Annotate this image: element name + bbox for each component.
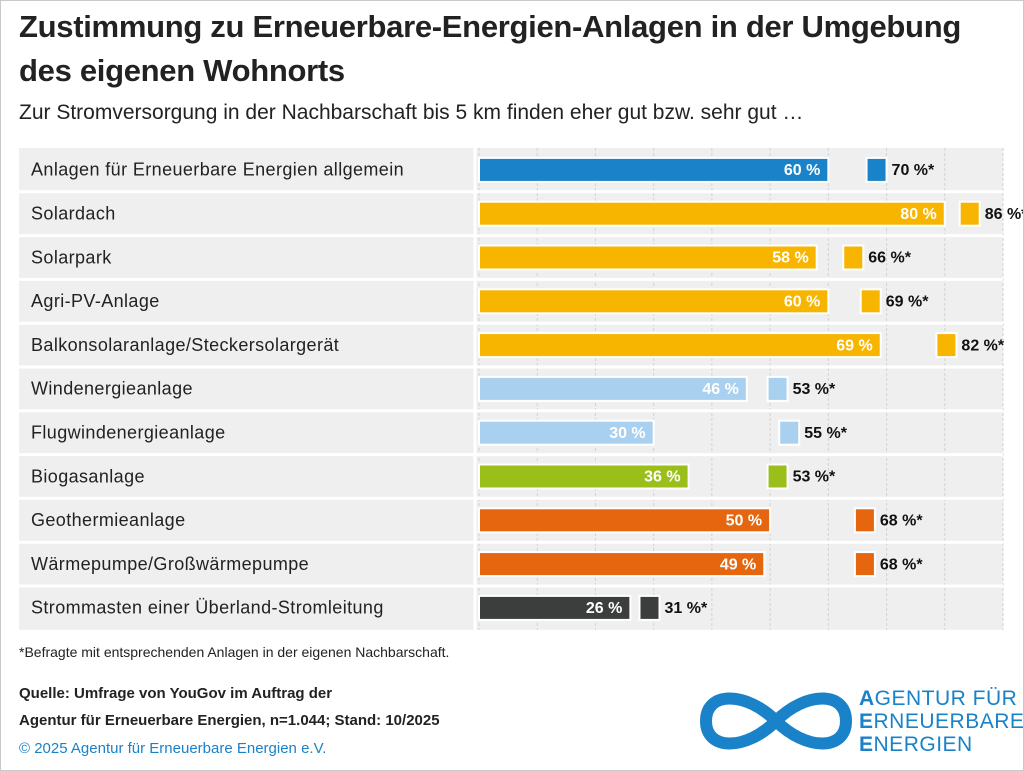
marker [865,156,888,183]
value-label: 50 % [726,513,762,530]
logo-line: ERNEUERBARE [859,710,1024,733]
category-label: Biogasanlage [31,466,145,486]
bar [478,419,655,446]
bar [478,244,818,271]
logo-icon [699,692,853,750]
marker-label: 70 %* [892,162,935,179]
category-label: Geothermieanlage [31,510,186,530]
bar [478,288,830,315]
marker [853,507,876,534]
value-label: 49 % [720,556,756,573]
marker [853,551,876,578]
marker [842,244,865,271]
value-label: 36 % [644,469,680,486]
source: Quelle: Umfrage von YouGov im Auftrag de… [19,685,333,702]
value-label: 26 % [586,600,622,617]
marker-label: 53 %* [793,381,836,398]
footnote: *Befragte mit entsprechenden Anlagen in … [19,644,450,660]
chart-subtitle: Zur Stromversorgung in der Nachbarschaft… [19,101,804,124]
marker-label: 68 %* [880,556,923,573]
category-label: Balkonsolaranlage/Steckersolargerät [31,335,339,355]
marker-label: 66 %* [868,250,911,267]
marker-label: 82 %* [961,337,1004,354]
category-label: Agri-PV-Anlage [31,291,160,311]
bar [478,507,772,534]
value-label: 30 % [609,425,645,442]
bar [478,594,632,621]
value-label: 60 % [784,294,820,311]
marker-label: 86 %* [985,206,1023,223]
category-label: Wärmepumpe/Großwärmepumpe [31,554,309,574]
category-label: Anlagen für Erneuerbare Energien allgeme… [31,160,404,180]
marker [935,332,958,359]
category-label: Strommasten einer Überland-Stromleitung [31,598,384,618]
marker-label: 55 %* [804,425,847,442]
value-label: 69 % [836,337,872,354]
marker [859,288,882,315]
marker [778,419,801,446]
logo-line: AGENTUR FÜR [859,687,1018,710]
bar [478,463,690,490]
category-label: Solardach [31,203,116,223]
category-label: Solarpark [31,247,112,267]
marker-label: 53 %* [793,469,836,486]
category-label: Flugwindenergieanlage [31,422,226,442]
marker [766,375,789,402]
marker-label: 31 %* [664,600,707,617]
marker [638,594,661,621]
bar [478,375,748,402]
bar [478,200,946,227]
marker-label: 69 %* [886,294,929,311]
value-label: 58 % [772,250,808,267]
marker-label: 68 %* [880,513,923,530]
bar [478,156,830,183]
logo-line: ENERGIEN [859,733,973,756]
value-label: 46 % [702,381,738,398]
value-label: 60 % [784,162,820,179]
copyright: © 2025 Agentur für Erneuerbare Energien … [19,740,327,757]
bar [478,332,882,359]
value-label: 80 % [900,206,936,223]
marker [766,463,789,490]
bar [478,551,766,578]
logo-text: AGENTUR FÜR ERNEUERBARE ENERGIEN [859,687,1024,756]
chart-title: Zustimmung zu Erneuerbare-Energien-Anlag… [19,9,961,88]
source: Agentur für Erneuerbare Energien, n=1.04… [19,712,440,729]
marker [958,200,981,227]
category-label: Windenergieanlage [31,379,193,399]
